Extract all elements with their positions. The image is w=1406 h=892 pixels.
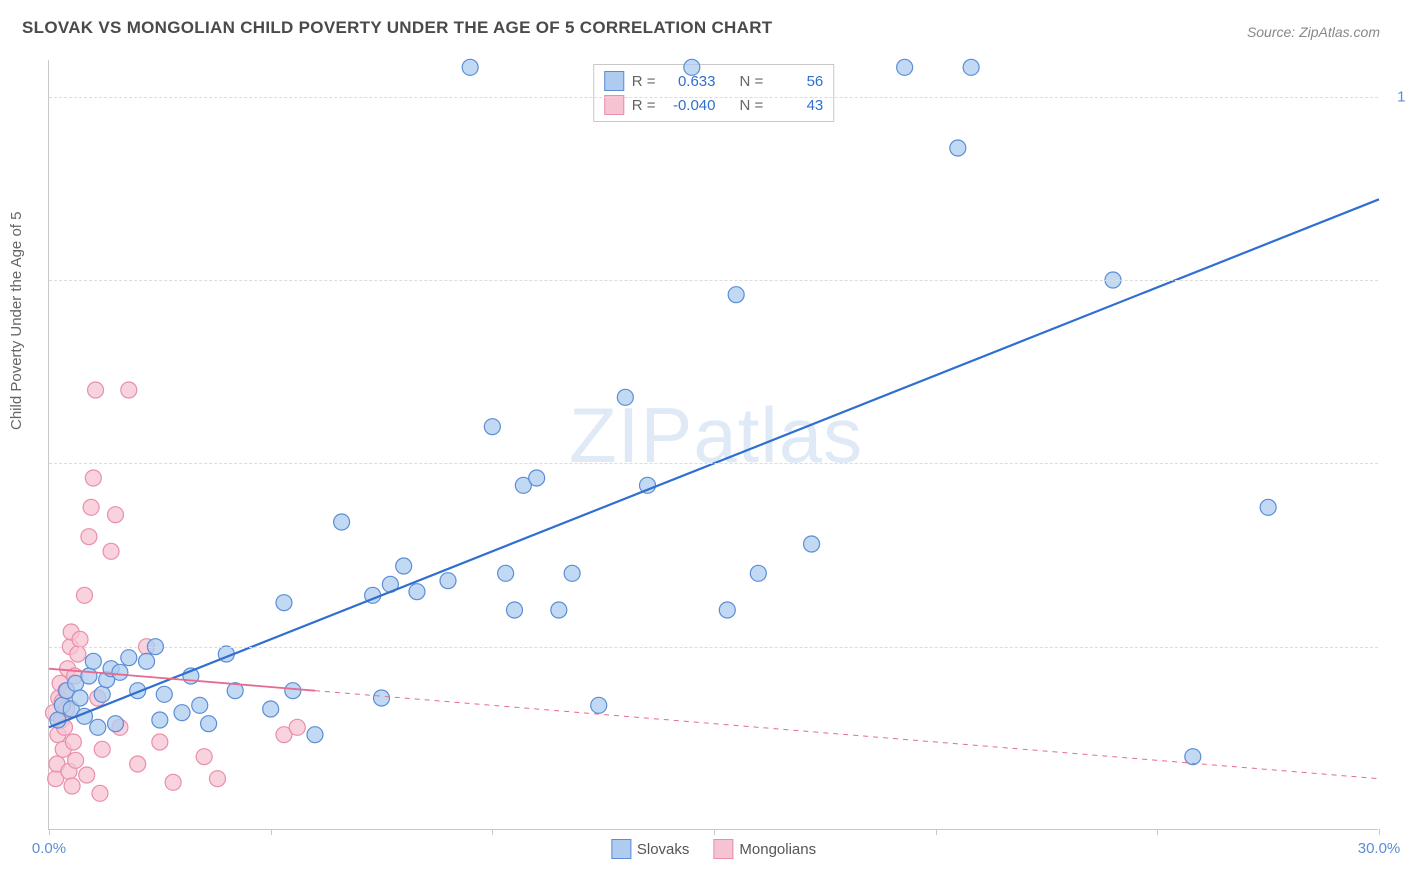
scatter-point — [507, 602, 523, 618]
scatter-point — [950, 140, 966, 156]
scatter-point — [121, 382, 137, 398]
x-tick-label: 0.0% — [32, 840, 66, 857]
swatch-slovaks-icon — [611, 839, 631, 859]
scatter-point — [750, 565, 766, 581]
scatter-point — [85, 653, 101, 669]
scatter-point — [1185, 749, 1201, 765]
scatter-point — [484, 419, 500, 435]
gridline — [49, 647, 1378, 648]
scatter-point — [374, 690, 390, 706]
y-tick-label: 75.0% — [1388, 272, 1406, 289]
x-tick — [49, 829, 50, 835]
scatter-point — [103, 543, 119, 559]
scatter-point — [108, 716, 124, 732]
scatter-point — [897, 59, 913, 75]
gridline — [49, 463, 1378, 464]
scatter-point — [462, 59, 478, 75]
scatter-point — [152, 734, 168, 750]
scatter-point — [72, 690, 88, 706]
legend-item-slovaks: Slovaks — [611, 839, 690, 859]
y-axis-label: Child Poverty Under the Age of 5 — [8, 212, 25, 430]
scatter-point — [92, 785, 108, 801]
scatter-point — [64, 778, 80, 794]
scatter-point — [65, 734, 81, 750]
scatter-point — [81, 668, 97, 684]
legend-label-mongolians: Mongolians — [739, 841, 816, 858]
scatter-point — [68, 752, 84, 768]
scatter-point — [617, 389, 633, 405]
x-tick — [271, 829, 272, 835]
scatter-point — [139, 653, 155, 669]
scatter-point — [85, 470, 101, 486]
scatter-point — [728, 287, 744, 303]
scatter-point — [94, 686, 110, 702]
scatter-point — [165, 774, 181, 790]
scatter-point — [70, 646, 86, 662]
scatter-point — [192, 697, 208, 713]
scatter-point — [174, 705, 190, 721]
y-tick-label: 50.0% — [1388, 455, 1406, 472]
scatter-point — [963, 59, 979, 75]
scatter-point — [81, 529, 97, 545]
scatter-point — [334, 514, 350, 530]
scatter-point — [289, 719, 305, 735]
legend-label-slovaks: Slovaks — [637, 841, 690, 858]
scatter-point — [684, 59, 700, 75]
scatter-point — [719, 602, 735, 618]
scatter-point — [108, 507, 124, 523]
trend-line-extrapolated — [315, 691, 1379, 779]
scatter-point — [307, 727, 323, 743]
scatter-point — [551, 602, 567, 618]
legend-bottom: Slovaks Mongolians — [611, 839, 816, 859]
scatter-point — [121, 650, 137, 666]
x-tick — [1157, 829, 1158, 835]
scatter-point — [112, 664, 128, 680]
scatter-point — [804, 536, 820, 552]
x-tick — [492, 829, 493, 835]
scatter-point — [196, 749, 212, 765]
scatter-point — [396, 558, 412, 574]
plot-area: ZIPatlas R = 0.633 N = 56 R = -0.040 N =… — [48, 60, 1378, 830]
scatter-point — [276, 595, 292, 611]
scatter-point — [285, 683, 301, 699]
scatter-point — [201, 716, 217, 732]
scatter-point — [409, 584, 425, 600]
scatter-point — [94, 741, 110, 757]
scatter-point — [1260, 499, 1276, 515]
scatter-point — [88, 382, 104, 398]
chart-title: SLOVAK VS MONGOLIAN CHILD POVERTY UNDER … — [22, 18, 772, 38]
scatter-point — [130, 756, 146, 772]
scatter-point — [156, 686, 172, 702]
gridline — [49, 280, 1378, 281]
scatter-point — [440, 573, 456, 589]
scatter-point — [591, 697, 607, 713]
scatter-point — [76, 587, 92, 603]
x-tick — [936, 829, 937, 835]
scatter-point — [209, 771, 225, 787]
scatter-point — [529, 470, 545, 486]
scatter-point — [83, 499, 99, 515]
scatter-point — [152, 712, 168, 728]
scatter-point — [263, 701, 279, 717]
scatter-point — [564, 565, 580, 581]
y-tick-label: 100.0% — [1388, 88, 1406, 105]
scatter-point — [90, 719, 106, 735]
x-tick — [1379, 829, 1380, 835]
scatter-svg — [49, 60, 1378, 829]
x-tick-label: 30.0% — [1358, 840, 1401, 857]
swatch-mongolians-icon — [713, 839, 733, 859]
legend-item-mongolians: Mongolians — [713, 839, 816, 859]
source-attribution: Source: ZipAtlas.com — [1247, 24, 1380, 40]
scatter-point — [72, 631, 88, 647]
scatter-point — [79, 767, 95, 783]
gridline — [49, 97, 1378, 98]
scatter-point — [498, 565, 514, 581]
y-tick-label: 25.0% — [1388, 638, 1406, 655]
x-tick — [714, 829, 715, 835]
